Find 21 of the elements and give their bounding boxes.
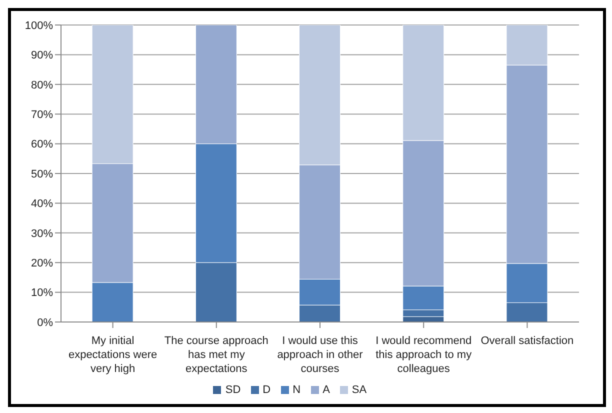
legend-label: N [292, 384, 301, 396]
y-tick-label: 30% [30, 228, 54, 240]
y-tick-label: 10% [30, 287, 54, 300]
y-tick-label: 60% [30, 138, 54, 151]
y-tick-label: 40% [30, 198, 54, 210]
y-tick-label: 70% [30, 109, 54, 122]
y-tick-label: 90% [30, 50, 54, 62]
legend-label: SA [352, 384, 367, 396]
y-tick-label: 50% [30, 168, 54, 180]
x-tick-label: The course approach has met my expectations [164, 335, 268, 375]
x-tick-label: Overall satisfaction [480, 335, 574, 347]
x-tick-label: I would use this approach in other courses [277, 335, 364, 375]
x-tick-label: My initial expectations were very high [68, 335, 158, 375]
legend-label: A [322, 384, 330, 396]
y-tick-label: 80% [30, 79, 54, 92]
legend-label: SD [225, 384, 241, 396]
legend-label: D [262, 384, 271, 396]
y-tick-label: 20% [30, 258, 54, 270]
x-tick-label: I would recommend this approach to my colleagues [376, 335, 472, 375]
y-tick-label: 100% [24, 20, 54, 32]
y-tick-label: 0% [37, 316, 54, 329]
